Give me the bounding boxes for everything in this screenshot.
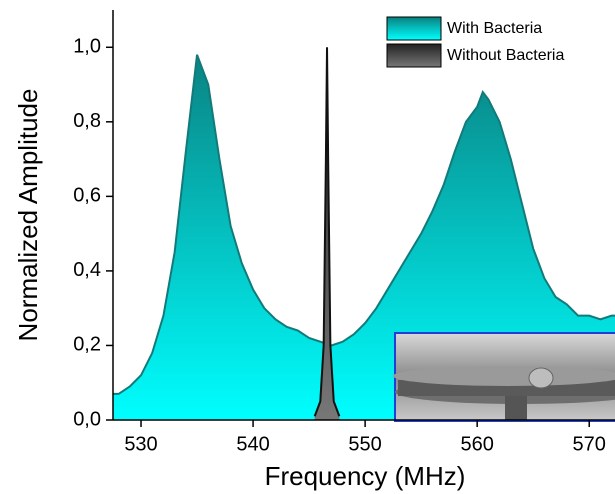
plot-area <box>113 47 615 420</box>
series-line <box>313 47 341 417</box>
series-line <box>113 54 615 395</box>
legend-label: With Bacteria <box>447 20 542 37</box>
legend-swatch <box>386 16 442 41</box>
y-tick-label: 0,0 <box>73 408 101 430</box>
legend-swatch <box>386 43 442 68</box>
x-tick-label: 530 <box>124 433 157 455</box>
y-tick-label: 0,2 <box>73 334 101 356</box>
area-fill <box>113 54 615 420</box>
y-tick-label: 0,8 <box>73 110 101 132</box>
y-axis-title: Normalized Amplitude <box>13 89 43 342</box>
legend-label: Without Bacteria <box>447 47 564 64</box>
x-axis-title: Frequency (MHz) <box>265 461 466 491</box>
x-tick-label: 540 <box>236 433 269 455</box>
y-tick-label: 0,4 <box>73 259 101 281</box>
x-tick-label: 550 <box>348 433 381 455</box>
x-tick-label: 560 <box>460 433 493 455</box>
area-fill <box>314 47 340 420</box>
inset-image <box>393 332 615 422</box>
y-tick-label: 0,6 <box>73 185 101 207</box>
y-tick-label: 1,0 <box>73 36 101 58</box>
x-tick-label: 570 <box>573 433 606 455</box>
